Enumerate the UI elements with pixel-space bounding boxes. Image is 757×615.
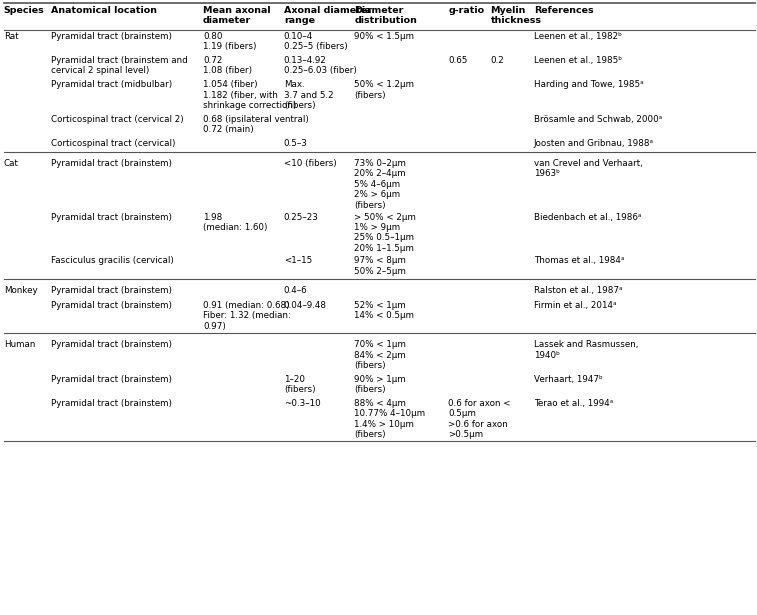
Text: Fasciculus gracilis (cervical): Fasciculus gracilis (cervical)	[51, 256, 174, 265]
Text: 0.10–4
0.25–5 (fibers): 0.10–4 0.25–5 (fibers)	[284, 32, 347, 51]
Text: 0.4–6: 0.4–6	[284, 286, 307, 295]
Text: Lassek and Rasmussen,
1940ᵇ: Lassek and Rasmussen, 1940ᵇ	[534, 341, 638, 360]
Text: 0.65: 0.65	[448, 56, 468, 65]
Text: Pyramidal tract (brainstem): Pyramidal tract (brainstem)	[51, 286, 173, 295]
Text: Species: Species	[4, 6, 45, 15]
Text: 0.68 (ipsilateral ventral)
0.72 (main): 0.68 (ipsilateral ventral) 0.72 (main)	[203, 114, 309, 134]
Text: Corticospinal tract (cervical 2): Corticospinal tract (cervical 2)	[51, 114, 184, 124]
Text: Pyramidal tract (brainstem): Pyramidal tract (brainstem)	[51, 399, 173, 408]
Text: Firmin et al., 2014ᵃ: Firmin et al., 2014ᵃ	[534, 301, 616, 310]
Text: Verhaart, 1947ᵇ: Verhaart, 1947ᵇ	[534, 375, 603, 384]
Text: Human: Human	[4, 341, 35, 349]
Text: 0.13–4.92
0.25–6.03 (fiber): 0.13–4.92 0.25–6.03 (fiber)	[284, 56, 357, 76]
Text: References: References	[534, 6, 593, 15]
Text: Mean axonal
diameter: Mean axonal diameter	[203, 6, 270, 25]
Text: Leenen et al., 1985ᵇ: Leenen et al., 1985ᵇ	[534, 56, 621, 65]
Text: Pyramidal tract (brainstem and
cervical 2 spinal level): Pyramidal tract (brainstem and cervical …	[51, 56, 188, 76]
Text: 50% < 1.2μm
(fibers): 50% < 1.2μm (fibers)	[354, 81, 414, 100]
Text: 0.5–3: 0.5–3	[284, 139, 308, 148]
Text: Max.
3.7 and 5.2
(fibers): Max. 3.7 and 5.2 (fibers)	[284, 81, 334, 110]
Text: Brösamle and Schwab, 2000ᵃ: Brösamle and Schwab, 2000ᵃ	[534, 114, 662, 124]
Text: 52% < 1μm
14% < 0.5μm: 52% < 1μm 14% < 0.5μm	[354, 301, 414, 320]
Text: 97% < 8μm
50% 2–5μm: 97% < 8μm 50% 2–5μm	[354, 256, 407, 276]
Text: van Crevel and Verhaart,
1963ᵇ: van Crevel and Verhaart, 1963ᵇ	[534, 159, 643, 178]
Text: Pyramidal tract (brainstem): Pyramidal tract (brainstem)	[51, 375, 173, 384]
Text: Leenen et al., 1982ᵇ: Leenen et al., 1982ᵇ	[534, 32, 621, 41]
Text: 1.054 (fiber)
1.182 (fiber, with
shrinkage correction): 1.054 (fiber) 1.182 (fiber, with shrinka…	[203, 81, 296, 110]
Text: Pyramidal tract (brainstem): Pyramidal tract (brainstem)	[51, 301, 173, 310]
Text: Monkey: Monkey	[4, 286, 37, 295]
Text: Pyramidal tract (brainstem): Pyramidal tract (brainstem)	[51, 159, 173, 168]
Text: Ralston et al., 1987ᵃ: Ralston et al., 1987ᵃ	[534, 286, 622, 295]
Text: 70% < 1μm
84% < 2μm
(fibers): 70% < 1μm 84% < 2μm (fibers)	[354, 341, 407, 370]
Text: Pyramidal tract (brainstem): Pyramidal tract (brainstem)	[51, 32, 173, 41]
Text: Terao et al., 1994ᵃ: Terao et al., 1994ᵃ	[534, 399, 613, 408]
Text: 1–20
(fibers): 1–20 (fibers)	[284, 375, 316, 394]
Text: 0.2: 0.2	[491, 56, 504, 65]
Text: Cat: Cat	[4, 159, 19, 168]
Text: Biedenbach et al., 1986ᵃ: Biedenbach et al., 1986ᵃ	[534, 213, 641, 221]
Text: Pyramidal tract (brainstem): Pyramidal tract (brainstem)	[51, 341, 173, 349]
Text: <1–15: <1–15	[284, 256, 312, 265]
Text: 1.98
(median: 1.60): 1.98 (median: 1.60)	[203, 213, 267, 232]
Text: Myelin
thickness: Myelin thickness	[491, 6, 541, 25]
Text: 88% < 4μm
10.77% 4–10μm
1.4% > 10μm
(fibers): 88% < 4μm 10.77% 4–10μm 1.4% > 10μm (fib…	[354, 399, 425, 439]
Text: Diameter
distribution: Diameter distribution	[354, 6, 417, 25]
Text: Axonal diameter
range: Axonal diameter range	[284, 6, 372, 25]
Text: 0.04–9.48: 0.04–9.48	[284, 301, 327, 310]
Text: 90% > 1μm
(fibers): 90% > 1μm (fibers)	[354, 375, 406, 394]
Text: Thomas et al., 1984ᵃ: Thomas et al., 1984ᵃ	[534, 256, 624, 265]
Text: Anatomical location: Anatomical location	[51, 6, 157, 15]
Text: 90% < 1.5μm: 90% < 1.5μm	[354, 32, 414, 41]
Text: 0.72
1.08 (fiber): 0.72 1.08 (fiber)	[203, 56, 252, 76]
Text: Pyramidal tract (midbulbar): Pyramidal tract (midbulbar)	[51, 81, 173, 89]
Text: > 50% < 2μm
1% > 9μm
25% 0.5–1μm
20% 1–1.5μm: > 50% < 2μm 1% > 9μm 25% 0.5–1μm 20% 1–1…	[354, 213, 416, 253]
Text: 0.91 (median: 0.68)
Fiber: 1.32 (median:
0.97): 0.91 (median: 0.68) Fiber: 1.32 (median:…	[203, 301, 291, 331]
Text: 0.6 for axon <
0.5μm
>0.6 for axon
>0.5μm: 0.6 for axon < 0.5μm >0.6 for axon >0.5μ…	[448, 399, 511, 439]
Text: ~0.3–10: ~0.3–10	[284, 399, 321, 408]
Text: 73% 0–2μm
20% 2–4μm
5% 4–6μm
2% > 6μm
(fibers): 73% 0–2μm 20% 2–4μm 5% 4–6μm 2% > 6μm (f…	[354, 159, 407, 210]
Text: <10 (fibers): <10 (fibers)	[284, 159, 337, 168]
Text: Rat: Rat	[4, 32, 18, 41]
Text: Pyramidal tract (brainstem): Pyramidal tract (brainstem)	[51, 213, 173, 221]
Text: Joosten and Gribnau, 1988ᵃ: Joosten and Gribnau, 1988ᵃ	[534, 139, 654, 148]
Text: Corticospinal tract (cervical): Corticospinal tract (cervical)	[51, 139, 176, 148]
Text: 0.80
1.19 (fibers): 0.80 1.19 (fibers)	[203, 32, 257, 51]
Text: 0.25–23: 0.25–23	[284, 213, 319, 221]
Text: g-ratio: g-ratio	[448, 6, 484, 15]
Text: Harding and Towe, 1985ᵃ: Harding and Towe, 1985ᵃ	[534, 81, 643, 89]
